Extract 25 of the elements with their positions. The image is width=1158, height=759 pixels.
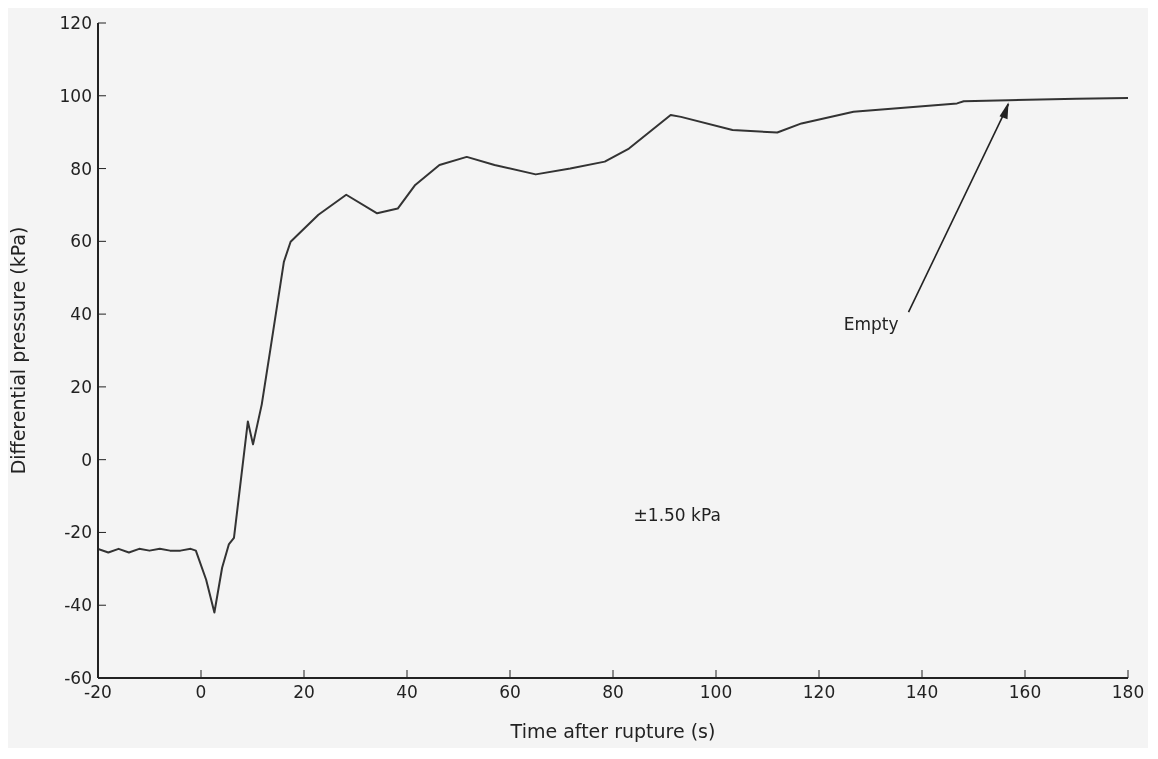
- line-series: [98, 96, 1128, 614]
- x-tick-label: 180: [1111, 682, 1145, 703]
- y-tick-label: 60: [70, 231, 92, 252]
- y-tick-label: -20: [64, 522, 92, 543]
- y-tick-label: -40: [64, 595, 92, 616]
- y-tick-label: 0: [81, 449, 92, 470]
- x-tick-label: 60: [499, 682, 521, 703]
- x-tick-label: 120: [802, 682, 836, 703]
- y-tick-label: 20: [70, 376, 92, 397]
- x-tick-label: 20: [293, 682, 315, 703]
- y-tick-label: 100: [59, 85, 92, 106]
- x-axis-title: Time after rupture (s): [509, 720, 716, 742]
- x-tick-label: 40: [396, 682, 418, 703]
- y-tick-label: -60: [64, 668, 92, 689]
- y-tick-label: 80: [70, 158, 92, 179]
- x-tick-label: 160: [1008, 682, 1042, 703]
- y-axis-title: Differential pressure (kPa): [6, 226, 29, 475]
- y-tick-label: 120: [59, 13, 92, 34]
- x-tick-label: 80: [602, 682, 624, 703]
- x-tick-label: 0: [195, 682, 207, 703]
- x-tick-label: 140: [905, 682, 939, 703]
- x-tick-label: 100: [699, 682, 733, 703]
- annotation: ±1.50 kPa: [633, 504, 721, 525]
- y-tick-label: 40: [70, 304, 92, 325]
- annotation: Empty: [843, 314, 899, 335]
